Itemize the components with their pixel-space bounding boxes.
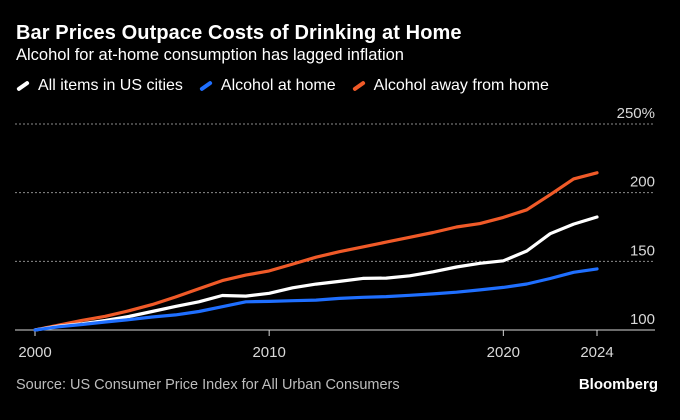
chart-subtitle: Alcohol for at-home consumption has lagg… (16, 46, 404, 64)
series-line-0 (33, 215, 599, 332)
legend-label-all-items: All items in US cities (38, 77, 183, 94)
x-tick-label: 2024 (580, 344, 613, 361)
x-tick-label: 2020 (487, 344, 520, 361)
legend-item-alcohol-away: Alcohol away from home (351, 77, 549, 95)
series-line-1 (33, 267, 599, 332)
legend-item-all-items: All items in US cities (16, 77, 183, 95)
legend-label-alcohol-at-home: Alcohol at home (220, 77, 336, 94)
chart-legend: All items in US cities Alcohol at home A… (16, 77, 565, 95)
chart-title: Bar Prices Outpace Costs of Drinking at … (16, 22, 462, 44)
y-tick-label: 200 (630, 174, 655, 191)
y-tick-label: 250% (617, 105, 655, 122)
legend-item-alcohol-at-home: Alcohol at home (199, 77, 336, 95)
y-tick-label: 150 (630, 242, 655, 259)
series-line-2 (33, 171, 599, 332)
source-note: Source: US Consumer Price Index for All … (16, 377, 400, 393)
y-tick-label: 100 (630, 311, 655, 328)
x-tick-label: 2000 (18, 344, 51, 361)
legend-label-alcohol-away: Alcohol away from home (373, 77, 549, 94)
bloomberg-logo: Bloomberg (578, 376, 658, 393)
x-tick-label: 2010 (252, 344, 285, 361)
